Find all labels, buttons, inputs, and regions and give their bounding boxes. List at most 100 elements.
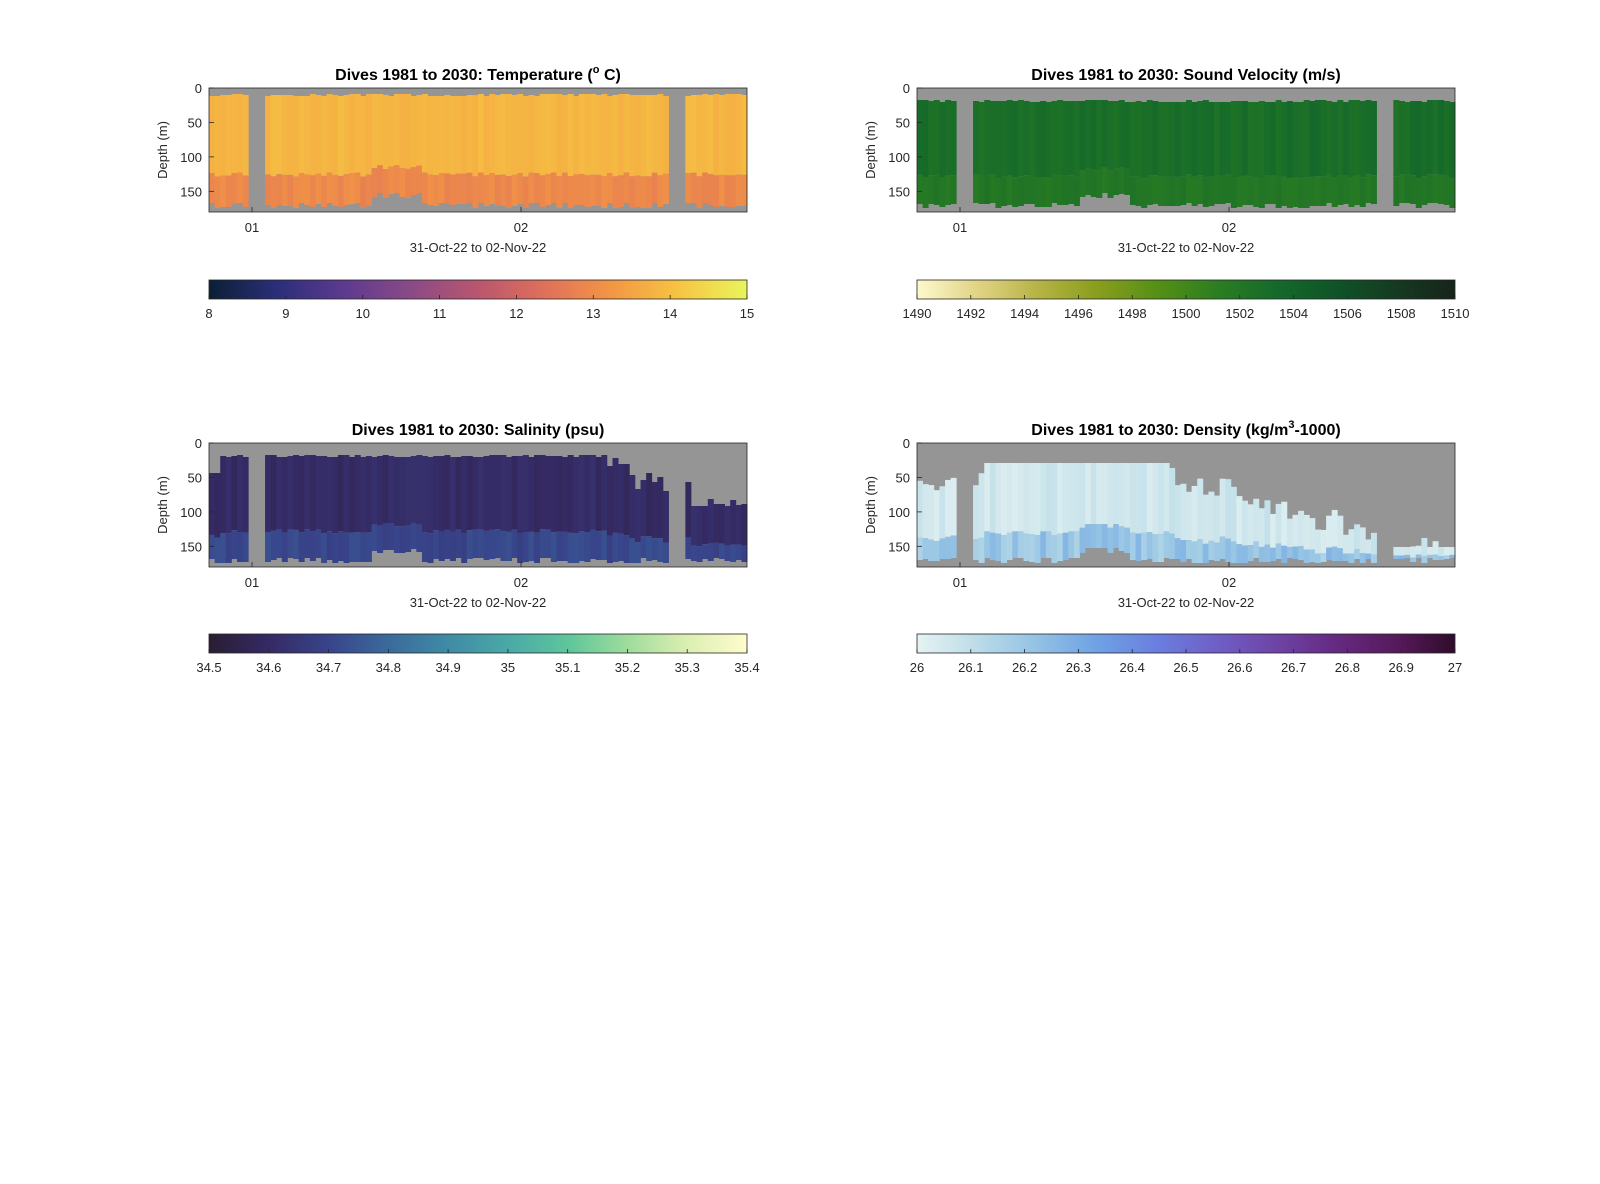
data-cell — [433, 456, 440, 531]
data-cell — [354, 172, 361, 203]
colorbar-tick-label: 15 — [740, 306, 754, 321]
data-cell — [1286, 546, 1293, 558]
data-cell — [506, 531, 513, 561]
colorbar-tick-label: 26.3 — [1066, 660, 1091, 675]
colorbar-tick-label: 12 — [509, 306, 523, 321]
data-cell — [696, 506, 703, 547]
data-cell — [634, 542, 641, 563]
data-cell — [606, 466, 613, 536]
data-cell — [265, 174, 272, 205]
data-cell — [393, 94, 400, 166]
data-cell — [950, 535, 957, 558]
data-cell — [231, 456, 238, 531]
data-cell — [685, 482, 692, 538]
data-cell — [321, 533, 328, 563]
data-cell — [209, 534, 215, 559]
data-cell — [939, 486, 946, 539]
data-cell — [293, 455, 300, 530]
data-cell — [399, 526, 406, 553]
data-cell — [606, 173, 613, 203]
data-cell — [478, 172, 484, 203]
data-cell — [1426, 100, 1433, 175]
data-cell — [528, 531, 535, 561]
data-cell — [651, 538, 658, 560]
data-cell — [623, 535, 630, 563]
data-cell — [1303, 549, 1310, 563]
data-cell — [922, 177, 929, 208]
colorbar-tick-label: 1508 — [1387, 306, 1416, 321]
data-cell — [1118, 526, 1125, 551]
data-cell — [225, 95, 232, 176]
data-cell — [304, 174, 311, 205]
data-cell — [601, 455, 608, 531]
data-cell — [1169, 467, 1176, 534]
data-cell — [1438, 547, 1445, 557]
axes-box — [916, 87, 1456, 213]
data-cell — [1169, 102, 1176, 177]
data-cell — [1214, 495, 1221, 543]
y-tick-label: 100 — [888, 150, 910, 165]
colorbar-tick-label: 26.5 — [1173, 660, 1198, 675]
data-cell — [517, 456, 524, 534]
y-tick-label: 0 — [195, 81, 202, 96]
data-cell — [237, 94, 244, 173]
data-cell — [567, 532, 574, 563]
data-cell — [1359, 101, 1366, 178]
data-cell — [438, 531, 445, 561]
x-axis-label: 31-Oct-22 to 02-Nov-22 — [1118, 240, 1255, 255]
data-cell — [1141, 532, 1148, 560]
data-cell — [1085, 168, 1092, 195]
data-cell — [945, 175, 952, 205]
data-cell — [478, 529, 484, 558]
colorbar-tick-label: 1510 — [1441, 306, 1470, 321]
data-cell — [1331, 546, 1338, 561]
data-cell — [326, 457, 333, 532]
data-cell — [1045, 531, 1052, 558]
data-cell — [1208, 176, 1215, 206]
data-cell — [618, 464, 625, 534]
data-cell — [545, 173, 552, 205]
data-cell — [416, 165, 423, 193]
data-cell — [707, 543, 714, 561]
data-cell — [1410, 175, 1417, 204]
data-cell — [534, 455, 541, 533]
data-cell — [917, 480, 923, 538]
data-cell — [573, 174, 580, 205]
data-cell — [343, 95, 350, 175]
data-cell — [416, 455, 423, 525]
data-cell — [1281, 501, 1288, 546]
data-cell — [662, 96, 669, 174]
colorbar-tick-label: 27 — [1448, 660, 1462, 675]
data-cell — [265, 532, 272, 562]
data-cell — [225, 457, 232, 534]
data-cell — [640, 480, 647, 537]
data-cell — [1202, 177, 1209, 207]
data-cell — [1040, 101, 1047, 178]
data-cell — [550, 532, 557, 562]
data-cell — [298, 456, 305, 533]
data-cell — [1281, 176, 1288, 206]
data-cell — [651, 95, 658, 173]
data-cell — [1006, 100, 1013, 176]
data-cell — [1326, 174, 1333, 203]
data-cell — [534, 532, 541, 563]
chart-panel-1: 0 50 100 150 01 02 Dives 1981 to 2030: Sound V… — [863, 67, 1469, 321]
data-cell — [573, 533, 580, 563]
data-cell — [1410, 557, 1417, 562]
data-cell — [1141, 102, 1148, 179]
data-cell — [1286, 101, 1293, 179]
data-cell — [270, 95, 277, 177]
data-cell — [601, 94, 608, 177]
y-tick-label: 50 — [896, 115, 910, 130]
data-cell — [612, 176, 619, 208]
colorbar — [208, 633, 748, 654]
colorbar-tick-label: 26 — [910, 660, 924, 675]
data-cell — [1398, 547, 1405, 556]
data-cell — [265, 455, 272, 533]
data-cell — [1242, 500, 1249, 546]
data-cell — [690, 506, 697, 546]
data-cell — [449, 531, 456, 561]
chart-panel-3: 0 50 100 150 01 02 Dives 1981 to 2030: Density… — [863, 419, 1462, 675]
y-tick-label: 0 — [903, 436, 910, 451]
data-cell — [410, 456, 417, 523]
